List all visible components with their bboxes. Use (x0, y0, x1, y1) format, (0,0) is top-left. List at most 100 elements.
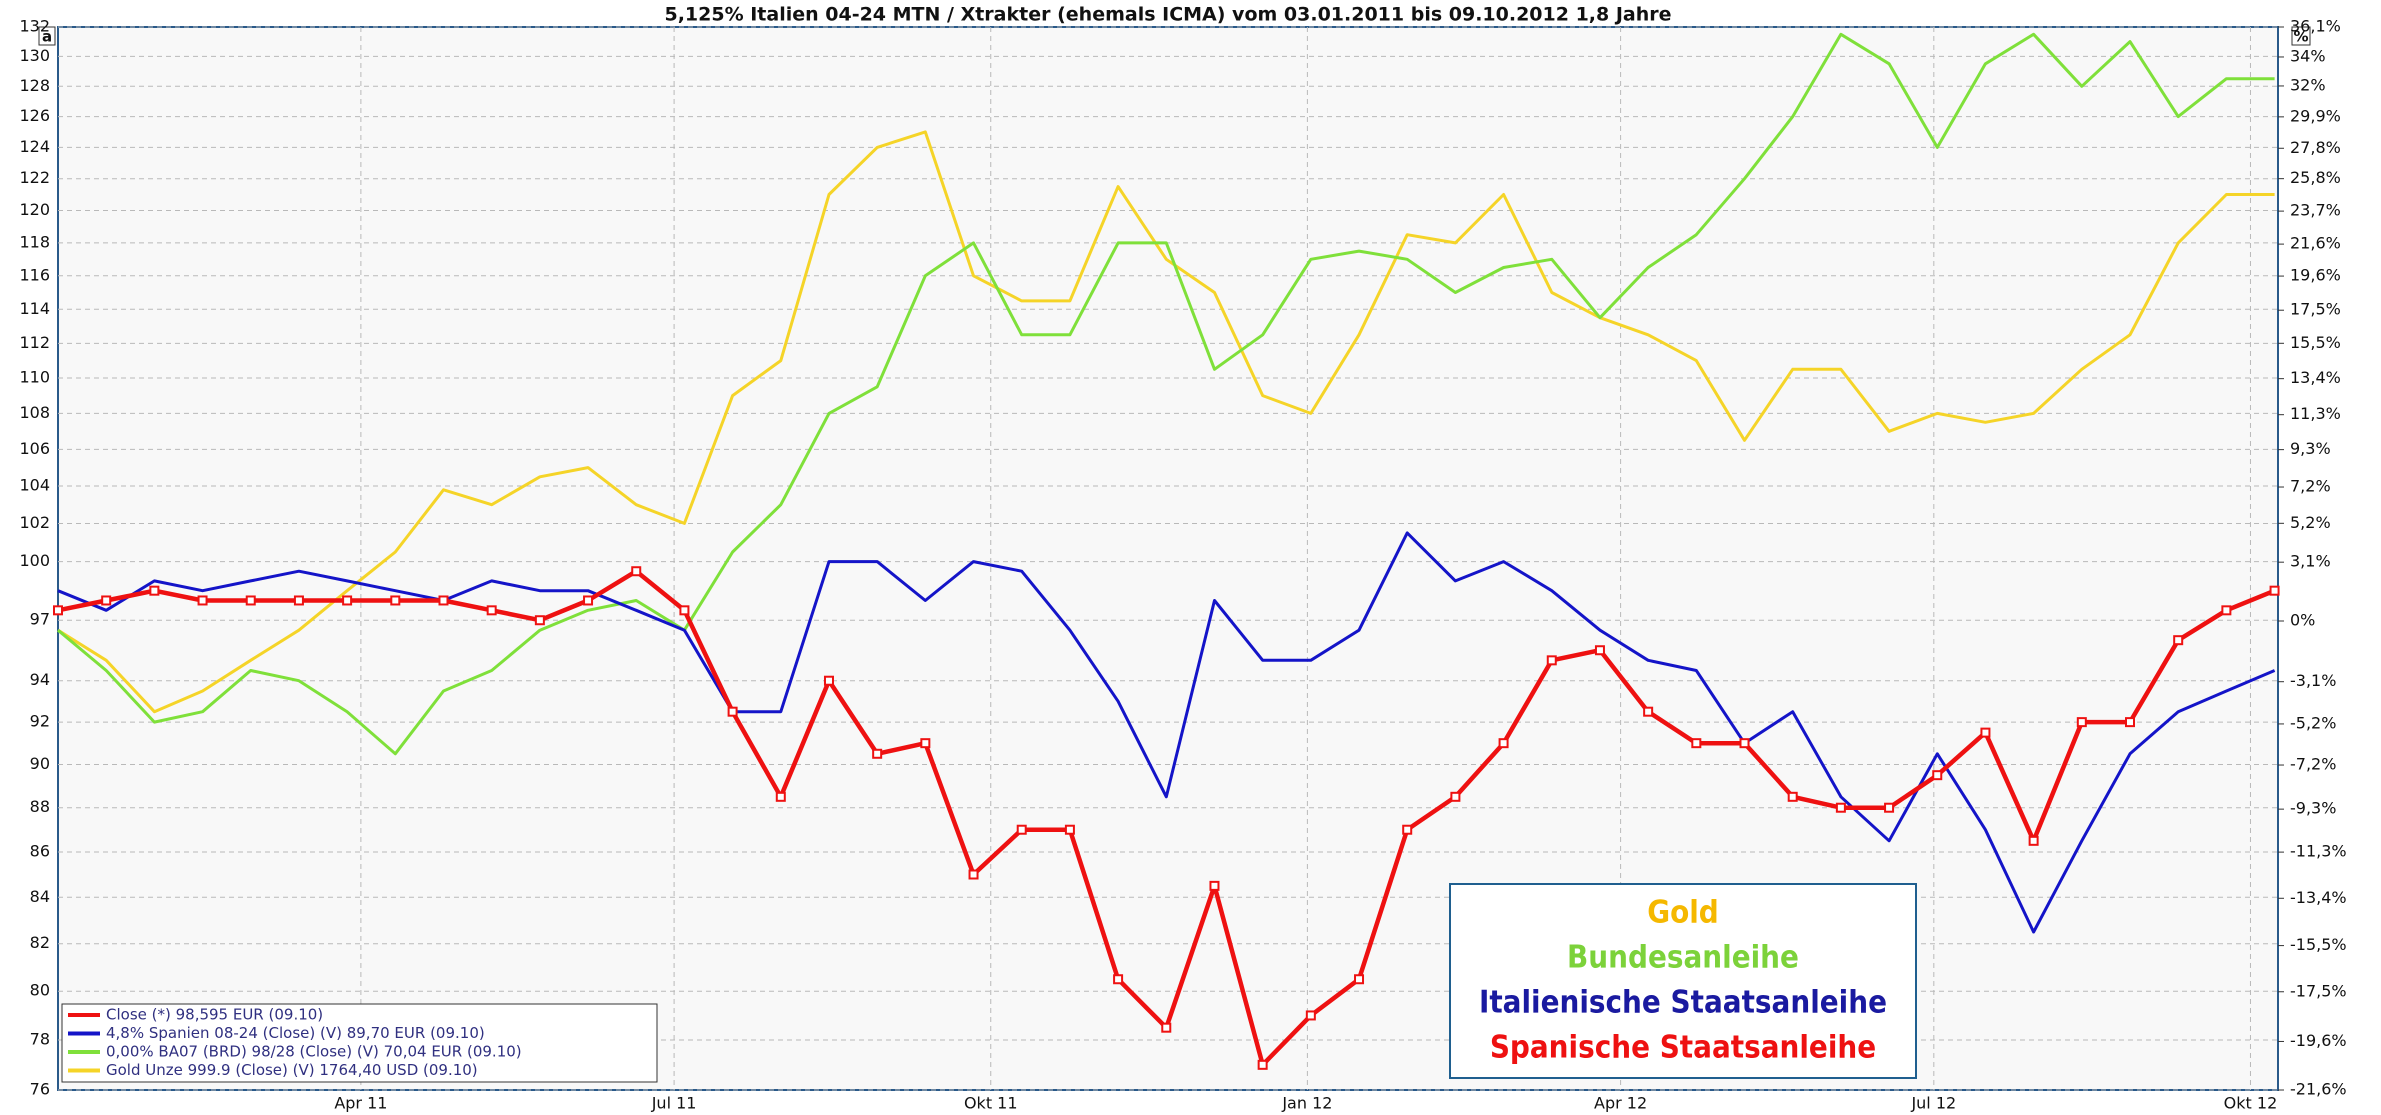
y2-tick-label: -13,4% (2290, 888, 2347, 907)
y2-tick-label: -15,5% (2290, 935, 2347, 954)
x-tick-label: Apr 12 (1594, 1094, 1647, 1113)
point-marker (534, 615, 545, 626)
y-tick-label: 80 (30, 981, 50, 1000)
point-marker (1450, 791, 1461, 802)
point-marker (1980, 727, 1991, 738)
point-marker (1739, 738, 1750, 749)
y-tick-label: 100 (19, 551, 50, 570)
point-marker (583, 595, 594, 606)
point-marker (1016, 824, 1027, 835)
legend-label: 0,00% BA07 (BRD) 98/28 (Close) (V) 70,04… (106, 1043, 522, 1061)
y2-tick-label: -11,3% (2290, 842, 2347, 861)
point-marker (486, 605, 497, 616)
y-tick-label: 97 (30, 610, 50, 629)
y-tick-label: 78 (30, 1029, 50, 1048)
point-marker (1257, 1059, 1268, 1070)
legend: Close (*) 98,595 EUR (09.10)4,8% Spanien… (61, 1003, 658, 1083)
point-marker (1546, 655, 1557, 666)
point-marker (390, 595, 401, 606)
y-tick-label: 86 (30, 841, 50, 860)
y-tick-label: 128 (19, 76, 50, 95)
y2-tick-label: 3,1% (2290, 552, 2331, 571)
x-tick-label: Jul 11 (651, 1094, 697, 1113)
y-tick-label: 102 (19, 513, 50, 532)
y2-tick-label: 23,7% (2290, 201, 2341, 220)
left-axis-symbol: a (42, 28, 52, 46)
point-marker (1161, 1022, 1172, 1033)
y2-tick-label: 19,6% (2290, 266, 2341, 285)
x-tick-label: Jan 12 (1281, 1094, 1332, 1113)
point-marker (197, 595, 208, 606)
y-tick-label: 108 (19, 403, 50, 422)
point-marker (968, 869, 979, 880)
annotation-text: Gold (1647, 895, 1719, 931)
y2-tick-label: -17,5% (2290, 981, 2347, 1000)
point-marker (1643, 706, 1654, 717)
y-tick-label: 124 (19, 137, 50, 156)
annotation-frame (1449, 883, 1917, 1079)
y2-tick-label: 9,3% (2290, 439, 2331, 458)
point-marker (149, 585, 160, 596)
y2-tick-label: 5,2% (2290, 513, 2331, 532)
series (53, 32, 2280, 1070)
legend-label: 4,8% Spanien 08-24 (Close) (V) 89,70 EUR… (106, 1024, 485, 1042)
y-tick-label: 94 (30, 670, 50, 689)
point-marker (2028, 835, 2039, 846)
y2-tick-label: 17,5% (2290, 300, 2341, 319)
y2-tick-label: -5,2% (2290, 713, 2336, 732)
y2-tick-label: 36,1% (2290, 17, 2341, 36)
y2-tick-label: 11,3% (2290, 404, 2341, 423)
y2-tick-label: 25,8% (2290, 168, 2341, 187)
point-marker (101, 595, 112, 606)
point-marker (2125, 717, 2135, 728)
x-tick-label: Okt 12 (2224, 1094, 2278, 1113)
point-marker (872, 748, 883, 759)
right-axis-symbol: % (2293, 28, 2308, 46)
point-marker (1354, 974, 1365, 985)
point-marker (727, 706, 738, 717)
x-tick-label: Jul 12 (1910, 1094, 1956, 1113)
y2-tick-label: -19,6% (2290, 1031, 2347, 1050)
y-tick-label: 82 (30, 933, 50, 952)
y2-tick-label: 27,8% (2290, 138, 2341, 157)
point-marker (631, 566, 642, 577)
series-line (57, 531, 2276, 934)
y-tick-label: 76 (30, 1080, 50, 1099)
y2-tick-label: 32% (2290, 75, 2326, 94)
annotation-text: Spanische Staatsanleihe (1490, 1030, 1876, 1066)
y2-tick-label: 13,4% (2290, 368, 2341, 387)
y-tick-label: 116 (19, 265, 50, 284)
y-tick-label: 114 (19, 299, 50, 318)
y2-tick-label: 29,9% (2290, 106, 2341, 125)
point-marker (1835, 802, 1846, 813)
y-tick-label: 84 (30, 887, 50, 906)
point-marker (1787, 791, 1798, 802)
y-tick-label: 126 (19, 106, 50, 125)
point-marker (1594, 645, 1605, 656)
x-tick-label: Apr 11 (334, 1094, 387, 1113)
point-marker (245, 595, 256, 606)
point-marker (679, 605, 690, 616)
series-line (57, 32, 2275, 756)
point-marker (1402, 824, 1413, 835)
point-marker (2173, 635, 2184, 646)
point-marker (1498, 738, 1509, 749)
point-marker (342, 595, 353, 606)
point-marker (2076, 717, 2087, 728)
chart-title: 5,125% Italien 04-24 MTN / Xtrakter (ehe… (664, 4, 1671, 26)
y2-tick-label: 15,5% (2290, 333, 2341, 352)
y-tick-label: 112 (19, 333, 50, 352)
y2-tick-label: -21,6% (2290, 1080, 2347, 1099)
point-marker (1305, 1010, 1316, 1021)
y-tick-label: 92 (30, 712, 50, 731)
x-tick-label: Okt 11 (964, 1094, 1018, 1113)
point-marker (2269, 585, 2280, 596)
plot-area (57, 26, 2279, 1091)
y-tick-label: 132 (19, 17, 50, 36)
series-line (57, 130, 2275, 714)
y-tick-label: 118 (19, 232, 50, 251)
y-tick-label: 104 (19, 476, 50, 495)
y2-tick-label: 0% (2290, 611, 2315, 630)
legend-box (61, 1003, 658, 1083)
